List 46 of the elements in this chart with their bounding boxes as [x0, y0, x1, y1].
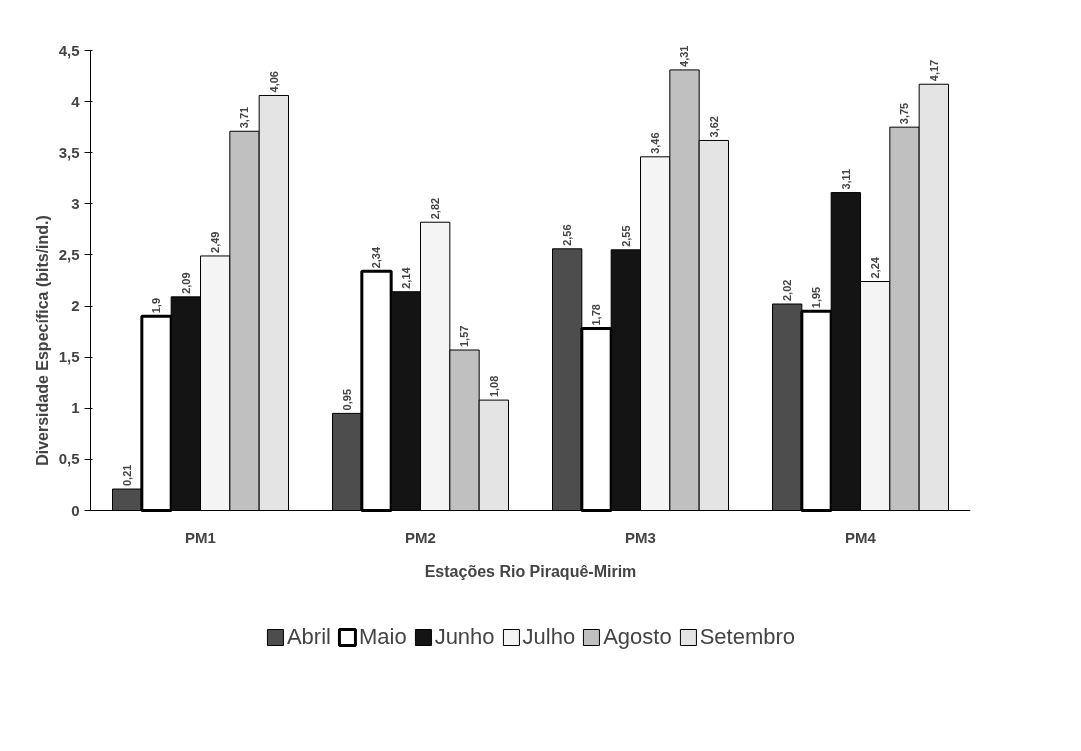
data-label: 1,78 — [590, 304, 603, 326]
legend-label: Abril — [286, 624, 331, 650]
y-tick-label: 2,5 — [58, 245, 80, 263]
data-label: 1,95 — [810, 286, 823, 309]
data-label: 3,11 — [839, 168, 852, 190]
x-axis-title: Estações Rio Piraquê-Mirim — [424, 562, 637, 580]
data-label: 3,75 — [898, 102, 911, 125]
y-tick-label: 1,5 — [58, 348, 80, 366]
y-tick-label: 0,5 — [58, 450, 80, 468]
y-tick-label: 1 — [71, 399, 80, 417]
data-label: 4,31 — [678, 45, 691, 67]
y-axis-title: Diversidade Específica (bits/ind.) — [33, 215, 51, 466]
data-label: 1,9 — [150, 297, 163, 314]
x-tick-label: PM2 — [405, 528, 436, 546]
data-label: 1,08 — [487, 375, 500, 398]
legend-label: Maio — [358, 624, 407, 650]
legend-label: Setembro — [699, 624, 796, 650]
legend-label: Junho — [434, 624, 495, 650]
x-tick-label: PM3 — [625, 528, 656, 546]
data-label: 4,06 — [267, 71, 280, 93]
data-label: 3,46 — [649, 132, 662, 154]
y-tick-label: 0 — [71, 501, 80, 519]
y-tick-label: 4,5 — [58, 41, 80, 59]
data-label: 2,55 — [619, 225, 632, 247]
data-label: 1,57 — [458, 325, 471, 348]
data-label: 4,17 — [927, 59, 940, 82]
y-tick-label: 3,5 — [58, 143, 80, 161]
data-label: 0,95 — [341, 388, 354, 411]
data-label: 0,21 — [121, 464, 134, 487]
data-label: 3,62 — [707, 116, 720, 138]
data-label: 2,02 — [781, 279, 794, 302]
data-label: 3,71 — [238, 106, 251, 129]
legend-label: Agosto — [603, 624, 672, 650]
x-tick-label: PM1 — [185, 528, 216, 546]
y-tick-label: 4 — [71, 92, 81, 110]
x-tick-label: PM4 — [845, 528, 877, 546]
data-label: 2,09 — [179, 272, 192, 294]
legend-label: Julho — [522, 624, 576, 650]
y-tick-label: 2 — [71, 297, 80, 315]
data-label: 2,24 — [869, 256, 882, 279]
y-tick-label: 3 — [71, 194, 80, 212]
data-label: 2,82 — [429, 197, 442, 220]
data-label: 2,56 — [561, 224, 574, 246]
data-label: 2,49 — [209, 231, 222, 253]
data-label: 2,34 — [370, 246, 383, 269]
data-label: 2,14 — [399, 266, 412, 289]
